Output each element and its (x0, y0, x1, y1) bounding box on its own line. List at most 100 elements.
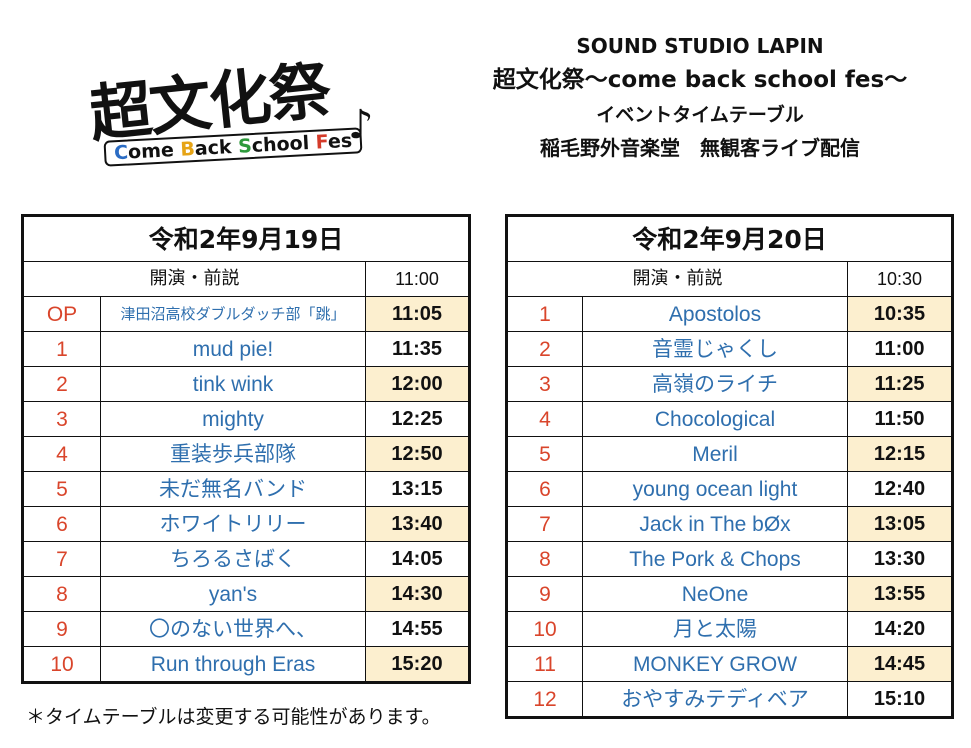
schedule-row: 9 NeOne 13:55 (506, 576, 954, 612)
schedule-row: 11 MONKEY GROW 14:45 (506, 646, 954, 682)
schedule-row: 5 未だ無名バンド 13:15 (22, 471, 471, 507)
artist-name: Meril (582, 436, 848, 472)
artist-name: ホワイトリリー (100, 506, 366, 542)
artist-name: 高嶺のライチ (582, 366, 848, 402)
start-time: 13:05 (846, 506, 954, 542)
schedule-row: 9 〇のない世界へ、 14:55 (22, 611, 471, 647)
start-time: 12:15 (846, 436, 954, 472)
artist-name: Jack in The bØx (582, 506, 848, 542)
change-notice: ＊タイムテーブルは変更する可能性があります。 (26, 706, 441, 728)
schedule-row: 2 音霊じゃくし 11:00 (506, 331, 954, 367)
slot-number: 12 (506, 681, 583, 718)
schedule-row: 10 月と太陽 14:20 (506, 611, 954, 647)
opening-label: 開演・前説 (506, 261, 848, 297)
artist-name: 津田沼高校ダブルダッチ部「跳」 (100, 296, 366, 332)
start-time: 13:55 (846, 576, 954, 612)
artist-name: young ocean light (582, 471, 848, 507)
event-title: 超文化祭〜come back school fes〜 (492, 67, 908, 93)
opening-label: 開演・前説 (22, 261, 366, 297)
schedule-row: 4 重装歩兵部隊 12:50 (22, 436, 471, 472)
start-time: 12:40 (846, 471, 954, 507)
artist-name: mud pie! (100, 331, 366, 367)
schedule-row: 3 mighty 12:25 (22, 401, 471, 437)
artist-name: yan's (100, 576, 366, 612)
start-time: 12:00 (364, 366, 471, 402)
slot-number: 2 (506, 331, 583, 367)
start-time: 11:35 (364, 331, 471, 367)
venue-line: 稲毛野外音楽堂 無観客ライブ配信 (540, 136, 860, 160)
slot-number: 1 (506, 296, 583, 332)
start-time: 13:30 (846, 541, 954, 577)
start-time: 13:15 (364, 471, 471, 507)
event-header: SOUND STUDIO LAPIN 超文化祭〜come back school… (400, 30, 971, 158)
artist-name: Chocological (582, 401, 848, 437)
schedule-row: 1 mud pie! 11:35 (22, 331, 471, 367)
artist-name: The Pork & Chops (582, 541, 848, 577)
start-time: 10:35 (846, 296, 954, 332)
slot-number: 8 (22, 576, 101, 612)
schedule-row: 10 Run through Eras 15:20 (22, 646, 471, 683)
festival-logo: 超文化祭 Come Back School Fes ♪ (80, 53, 380, 172)
schedule-row: OP 津田沼高校ダブルダッチ部「跳」 11:05 (22, 296, 471, 332)
artist-name: 月と太陽 (582, 611, 848, 647)
artist-name: 重装歩兵部隊 (100, 436, 366, 472)
artist-name: Run through Eras (100, 646, 366, 683)
artist-name: NeOne (582, 576, 848, 612)
slot-number: 1 (22, 331, 101, 367)
start-time: 12:50 (364, 436, 471, 472)
slot-number: 4 (22, 436, 101, 472)
start-time: 15:20 (364, 646, 471, 683)
artist-name: 未だ無名バンド (100, 471, 366, 507)
opening-time: 10:30 (846, 261, 954, 297)
slot-number: 2 (22, 366, 101, 402)
artist-name: Apostolos (582, 296, 848, 332)
start-time: 13:40 (364, 506, 471, 542)
artist-name: ちろるさばく (100, 541, 366, 577)
timetable-day2: 令和2年9月20日 開演・前説 10:30 1 Apostolos 10:35 2 音霊… (505, 214, 955, 719)
artist-name: 音霊じゃくし (582, 331, 848, 367)
slot-number: 4 (506, 401, 583, 437)
schedule-row: 5 Meril 12:15 (506, 436, 954, 472)
slot-number: 5 (22, 471, 101, 507)
date-heading: 令和2年9月19日 (21, 215, 471, 262)
schedule-row: 7 Jack in The bØx 13:05 (506, 506, 954, 542)
slot-number: 7 (22, 541, 101, 577)
start-time: 14:45 (846, 646, 954, 682)
schedule-row: 12 おやすみテディベア 15:10 (506, 681, 954, 718)
artist-name: 〇のない世界へ、 (100, 611, 366, 647)
timetable-day1: 令和2年9月19日 開演・前説 11:00 OP 津田沼高校ダブルダッチ部「跳」 1… (21, 214, 472, 684)
slot-number: 5 (506, 436, 583, 472)
schedule-row: 6 ホワイトリリー 13:40 (22, 506, 471, 542)
slot-number: 10 (506, 611, 583, 647)
start-time: 14:30 (364, 576, 471, 612)
start-time: 15:10 (846, 681, 954, 718)
artist-name: MONKEY GROW (582, 646, 848, 682)
slot-number: 11 (506, 646, 583, 682)
artist-name: おやすみテディベア (582, 681, 848, 718)
start-time: 11:25 (846, 366, 954, 402)
artist-name: tink wink (100, 366, 366, 402)
opening-time: 11:00 (364, 261, 471, 297)
timetable-heading: イベントタイムテーブル (596, 104, 804, 126)
schedule-row: 6 young ocean light 12:40 (506, 471, 954, 507)
studio-name: SOUND STUDIO LAPIN (576, 34, 824, 58)
schedule-row: 3 高嶺のライチ 11:25 (506, 366, 954, 402)
music-note-icon: ♪ (348, 102, 374, 148)
slot-number: 3 (506, 366, 583, 402)
start-time: 14:20 (846, 611, 954, 647)
start-time: 14:55 (364, 611, 471, 647)
slot-number: 6 (22, 506, 101, 542)
slot-number: 6 (506, 471, 583, 507)
schedule-row: 8 The Pork & Chops 13:30 (506, 541, 954, 577)
slot-number: 7 (506, 506, 583, 542)
start-time: 14:05 (364, 541, 471, 577)
slot-number: OP (22, 296, 101, 332)
slot-number: 9 (506, 576, 583, 612)
start-time: 11:50 (846, 401, 954, 437)
slot-number: 10 (22, 646, 101, 683)
schedule-row: 7 ちろるさばく 14:05 (22, 541, 471, 577)
schedule-row: 8 yan's 14:30 (22, 576, 471, 612)
slot-number: 9 (22, 611, 101, 647)
schedule-row: 2 tink wink 12:00 (22, 366, 471, 402)
start-time: 11:00 (846, 331, 954, 367)
